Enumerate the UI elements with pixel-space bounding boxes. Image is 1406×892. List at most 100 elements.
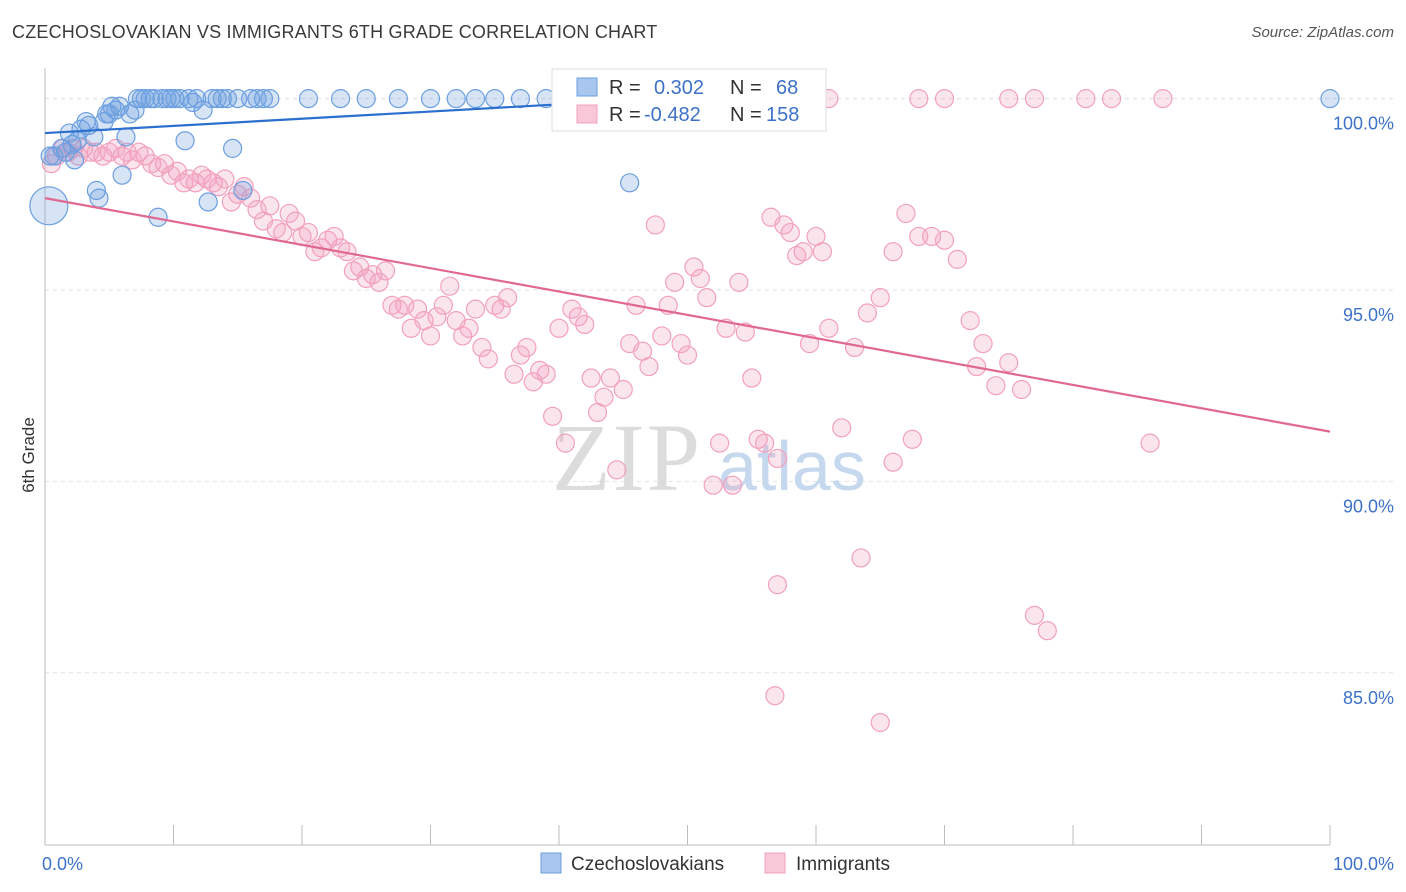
data-point [819,318,839,338]
data-point [202,89,222,109]
data-point [999,89,1019,109]
data-point [369,272,389,292]
data-point [536,364,556,384]
data-point [767,575,788,595]
data-point [600,368,621,388]
data-point [203,173,223,193]
data-point [440,276,460,296]
data-point [710,433,730,453]
data-point [233,180,253,201]
data-point [1140,433,1160,453]
legend-swatch-czechoslovakians [576,77,598,97]
data-point [883,452,903,472]
data-point [174,173,194,193]
bottom-legend: Czechoslovakians Immigrants [540,852,890,875]
data-point [510,89,531,109]
data-point [465,89,486,109]
data-point [298,222,319,243]
legend-n-label: N = [730,77,762,99]
data-point [510,345,531,365]
data-point [122,150,142,170]
data-point [207,89,227,109]
data-point [620,173,640,193]
data-point [453,326,473,346]
data-point [102,96,122,116]
bottom-legend-swatch-immigrants [764,852,786,874]
data-point [179,89,199,109]
data-point [241,188,261,208]
data-point [485,89,505,109]
data-point [999,353,1019,373]
data-point [774,215,794,235]
data-point [228,184,248,204]
legend-n-value: 68 [776,77,798,99]
data-point [165,89,185,109]
legend-n-label: N = [730,104,762,126]
data-point [167,161,187,181]
y-tick-label: 85.0% [1343,688,1394,708]
data-point [212,89,232,109]
data-point [857,303,878,323]
data-point [247,200,267,220]
data-point [934,89,955,109]
data-point [703,475,723,495]
watermark-atlas: atlas [718,427,866,505]
data-point [729,272,749,292]
data-point [922,226,942,247]
data-point [116,127,136,147]
data-point [909,89,929,109]
data-point [671,333,691,354]
data-point [109,96,130,116]
trend-line [44,197,1331,433]
data-point [735,322,755,342]
data-point [420,326,441,346]
data-point [420,89,441,109]
data-point [427,307,447,327]
data-point [363,265,383,285]
data-point [29,186,69,226]
data-point [298,89,319,109]
data-point [613,379,633,400]
data-point [89,188,109,208]
data-point [960,311,980,331]
data-point [902,429,922,449]
data-point [504,364,524,384]
data-point [80,142,100,162]
legend-r-value: -0.482 [644,104,701,126]
data-point [851,548,871,568]
data-point [697,288,717,308]
data-point [652,326,672,346]
data-point [934,230,955,250]
data-point [106,100,126,120]
data-point [223,138,243,158]
data-point [198,192,218,212]
data-point [175,131,195,151]
data-point [433,295,453,315]
legend-r-label: R = [609,104,641,126]
bottom-legend-czechoslovakians: Czechoslovakians [571,854,724,875]
watermark: ZIP atlas [552,404,866,511]
data-point [215,169,235,189]
data-point [767,448,788,469]
y-tick-label: 100.0% [1333,114,1394,134]
data-point [388,89,408,109]
source-label: Source: ZipAtlas.com [1251,24,1394,41]
data-point [112,165,132,185]
data-point [324,226,344,247]
data-point [677,345,698,365]
legend-box: R = 0.302 N = 68 R = -0.482 N = 158 [551,68,827,132]
bottom-legend-immigrants: Immigrants [796,854,890,875]
data-point [575,314,595,335]
y-tick-label: 90.0% [1343,496,1394,516]
data-point [780,222,800,243]
data-point [279,203,299,224]
axes [44,68,1331,846]
data-point [86,180,107,201]
chart-title: CZECHOSLOVAKIAN VS IMMIGRANTS 6TH GRADE … [12,22,658,42]
data-point [517,337,537,358]
data-point [549,318,569,338]
data-point [793,242,813,262]
data-point [665,272,685,292]
y-tick-label: 95.0% [1343,305,1394,325]
data-point [947,249,967,269]
